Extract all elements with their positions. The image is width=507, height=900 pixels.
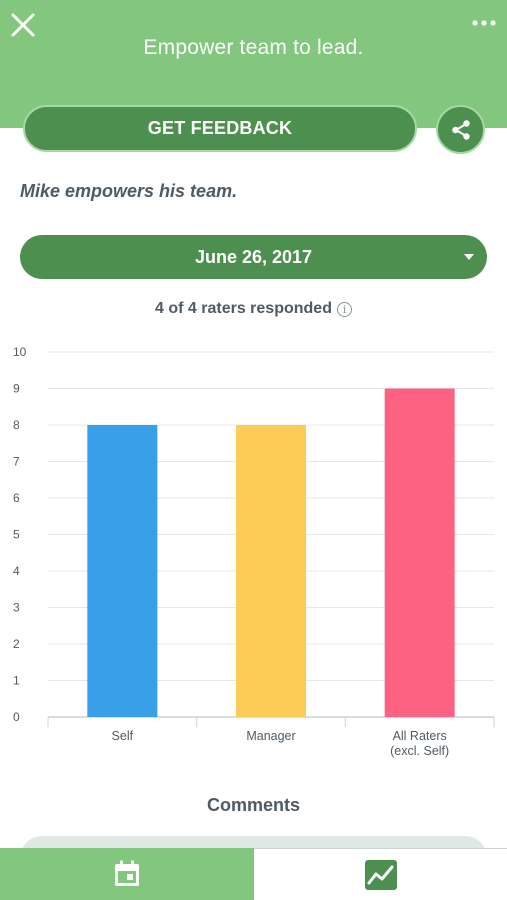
y-tick-label: 10: [13, 345, 27, 359]
date-select-value: June 26, 2017: [194, 246, 313, 267]
caret-down-icon[interactable]: [463, 253, 475, 261]
info-icon[interactable]: i: [336, 301, 352, 317]
more-horizontal-icon[interactable]: [468, 16, 500, 30]
feedback-bar-chart: 0 1 2 3 4 5 6 7 8 9 10 Self Manager All Raters(excl. …: [13, 345, 495, 758]
tab-chart[interactable]: [254, 848, 507, 900]
raters-status: 4 of 4 raters responded i: [0, 300, 507, 318]
goal-subtitle: Mike empowers his team.: [20, 181, 238, 201]
x-category-label: Self: [112, 729, 134, 743]
share-icon: [451, 119, 470, 140]
bar-all-raters-excl-self: [384, 388, 455, 717]
bar-manager: [236, 425, 306, 717]
date-select[interactable]: June 26, 2017: [20, 235, 487, 279]
y-tick-label: 4: [13, 564, 20, 578]
x-category-label: All Raters: [393, 729, 447, 743]
share-button[interactable]: [436, 105, 485, 154]
x-category-label: (excl. Self): [390, 744, 449, 758]
y-tick-label: 3: [13, 601, 20, 615]
comments-heading: Comments: [206, 795, 300, 815]
get-feedback-button[interactable]: GET FEEDBACK: [23, 105, 417, 152]
bottom-tab-bar: [0, 848, 507, 900]
bar-self: [87, 425, 158, 717]
x-category-label: Manager: [246, 729, 295, 743]
page-title: Empower team to lead.: [143, 36, 364, 59]
y-tick-label: 0: [13, 710, 20, 724]
tab-calendar[interactable]: [0, 848, 254, 900]
y-tick-label: 6: [13, 491, 20, 505]
y-tick-label: 1: [13, 674, 20, 688]
y-tick-label: 9: [13, 382, 20, 396]
close-icon[interactable]: [9, 11, 37, 39]
y-tick-label: 5: [13, 528, 20, 542]
calendar-icon: [115, 860, 139, 886]
raters-text: 4 of 4 raters responded: [155, 300, 332, 317]
y-tick-label: 2: [13, 637, 20, 651]
y-tick-label: 7: [13, 455, 20, 469]
y-tick-label: 8: [13, 418, 20, 432]
chart-icon: [364, 859, 397, 890]
